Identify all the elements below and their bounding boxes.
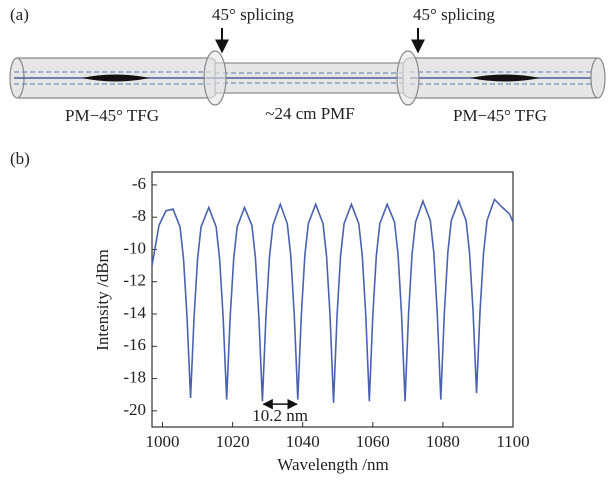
grating xyxy=(82,74,150,82)
fiber-label: PM−45° TFG xyxy=(453,106,547,125)
x-tick-label: 1100 xyxy=(496,432,529,451)
y-tick-label: -14 xyxy=(123,303,146,322)
panel-label: (b) xyxy=(10,149,30,168)
y-tick-label: -18 xyxy=(123,367,146,386)
x-tick-label: 1080 xyxy=(426,432,460,451)
data-line xyxy=(151,197,514,403)
x-axis-title: Wavelength /nm xyxy=(277,455,388,474)
y-tick-label: -6 xyxy=(132,174,146,193)
y-tick-label: -8 xyxy=(132,206,146,225)
splice-label: 45° splicing xyxy=(212,5,294,24)
fiber-label: PM−45° TFG xyxy=(65,106,159,125)
y-tick-label: -10 xyxy=(123,238,146,257)
y-tick-label: -20 xyxy=(123,400,146,419)
splice-label: 45° splicing xyxy=(413,5,495,24)
x-tick-label: 1060 xyxy=(356,432,390,451)
annotation: 10.2 nm xyxy=(252,406,308,425)
x-tick-label: 1000 xyxy=(146,432,180,451)
plot-frame xyxy=(151,171,514,428)
x-tick-label: 1020 xyxy=(216,432,250,451)
panel-a: (a) 45° splicing 45° splicing PM−45° TFG… xyxy=(9,5,606,125)
y-tick-label: -12 xyxy=(123,271,146,290)
fiber-label: ~24 cm PMF xyxy=(265,104,355,123)
fiber-end xyxy=(590,57,606,99)
y-axis-title: Intensity /dBm xyxy=(93,249,112,351)
y-tick-label: -16 xyxy=(123,335,146,354)
splice-right xyxy=(396,50,420,106)
grating xyxy=(470,74,540,82)
panel-label: (a) xyxy=(10,5,29,24)
x-tick-label: 1040 xyxy=(286,432,320,451)
splice-left xyxy=(203,50,227,106)
